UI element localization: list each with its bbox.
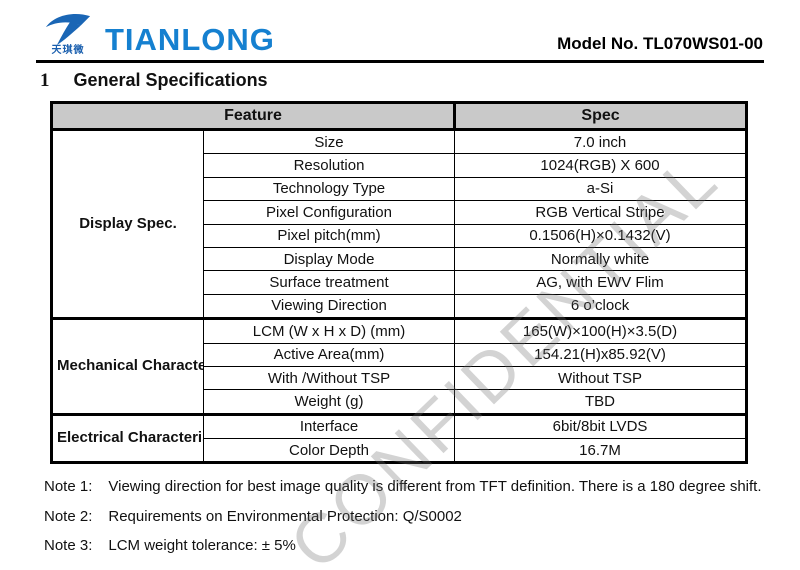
- spec-cell: AG, with EWV Flim: [454, 270, 748, 295]
- spec-cell: 0.1506(H)×0.1432(V): [454, 223, 748, 248]
- feature-cell: Color Depth: [202, 438, 456, 464]
- table-row: Mechanical Characteristics LCM (W x H x …: [51, 317, 748, 415]
- feature-cell: Display Mode: [202, 246, 456, 272]
- feature-cell: Interface: [202, 412, 456, 440]
- section-heading: 1 General Specifications: [40, 70, 800, 92]
- feature-cell: Active Area(mm): [202, 342, 456, 367]
- feature-cell: Size: [202, 128, 456, 155]
- feature-cell: Pixel pitch(mm): [202, 223, 456, 248]
- note-1-label: Note 1:: [44, 478, 93, 496]
- model-number: Model No. TL070WS01-00: [557, 34, 763, 53]
- group-cell: Display Spec.: [51, 128, 204, 320]
- spec-table: Feature Spec Display Spec. Size 7.0 inch…: [49, 101, 749, 465]
- group-cell: Mechanical Characteristics: [51, 317, 204, 415]
- table-row: Viewing Direction 6 o’clock: [52, 293, 748, 320]
- spec-cell: a-Si: [454, 176, 748, 202]
- feature-cell: LCM (W x H x D) (mm): [202, 317, 456, 344]
- note-2-text: Requirements on Environmental Protection…: [108, 507, 462, 525]
- spec-cell: Normally white: [454, 246, 748, 272]
- spec-cell: 1024(RGB) X 600: [454, 153, 748, 178]
- spec-cell: 6bit/8bit LVDS: [454, 412, 748, 440]
- feature-cell: Technology Type: [202, 176, 456, 202]
- note-3-text: LCM weight tolerance: ± 5%: [108, 536, 296, 554]
- section-number: 1: [40, 70, 50, 91]
- spec-cell: TBD: [454, 389, 748, 415]
- spec-cell: 7.0 inch: [454, 128, 748, 155]
- table-row: With /Without TSP Without TSP: [52, 365, 748, 391]
- note-2: Note 2: Requirements on Environmental Pro…: [44, 507, 762, 526]
- table-row: Pixel Configuration RGB Vertical Stripe: [52, 200, 748, 225]
- note-1-text: Viewing direction for best image quality…: [108, 478, 762, 496]
- tianlong-swoosh-icon: [40, 11, 96, 45]
- feature-cell: Weight (g): [202, 389, 456, 415]
- feature-cell: Surface treatment: [202, 270, 456, 295]
- brand-logo: 天琪微 TIANLONG: [40, 11, 275, 56]
- spec-cell: Without TSP: [454, 365, 748, 391]
- note-1: Note 1: Viewing direction for best image …: [44, 477, 762, 496]
- feature-cell: Viewing Direction: [202, 293, 456, 320]
- header-divider: [36, 60, 764, 63]
- table-row: Pixel pitch(mm) 0.1506(H)×0.1432(V): [52, 223, 748, 248]
- table-row: Resolution 1024(RGB) X 600: [52, 153, 748, 178]
- feature-cell: With /Without TSP: [202, 365, 456, 391]
- spec-cell: 16.7M: [454, 438, 748, 464]
- note-2-label: Note 2:: [44, 507, 93, 525]
- table-header-row: Feature Spec: [49, 101, 749, 131]
- group-cell: Electrical Characteristics: [51, 412, 204, 464]
- brand-chinese-name: 天琪微: [51, 45, 85, 56]
- document-header: 天琪微 TIANLONG Model No. TL070WS01-00: [0, 0, 800, 56]
- spec-cell: 165(W)×100(H)×3.5(D): [454, 317, 748, 344]
- table-header-spec: Spec: [453, 101, 749, 131]
- note-3: Note 3: LCM weight tolerance: ± 5%: [44, 536, 762, 555]
- table-header-feature: Feature: [49, 101, 457, 131]
- table-row: Display Mode Normally white: [52, 246, 748, 272]
- table-row: Technology Type a-Si: [52, 176, 748, 202]
- note-3-label: Note 3:: [44, 536, 93, 554]
- table-row: Surface treatment AG, with EWV Flim: [52, 270, 748, 295]
- spec-cell: 6 o’clock: [454, 293, 748, 320]
- logo-block: 天琪微: [40, 11, 96, 56]
- table-row: Active Area(mm) 154.21(H)x85.92(V): [52, 342, 748, 367]
- table-row: Electrical Characteristics Interface 6bi…: [51, 412, 748, 464]
- spec-cell: RGB Vertical Stripe: [454, 200, 748, 225]
- notes-section: Note 1: Viewing direction for best image …: [44, 477, 762, 555]
- feature-cell: Pixel Configuration: [202, 200, 456, 225]
- table-row: Color Depth 16.7M: [52, 438, 748, 464]
- section-title: General Specifications: [73, 70, 268, 90]
- feature-cell: Resolution: [202, 153, 456, 178]
- table-row: Display Spec. Size 7.0 inch: [51, 128, 748, 320]
- spec-cell: 154.21(H)x85.92(V): [454, 342, 748, 367]
- brand-wordmark: TIANLONG: [105, 22, 275, 57]
